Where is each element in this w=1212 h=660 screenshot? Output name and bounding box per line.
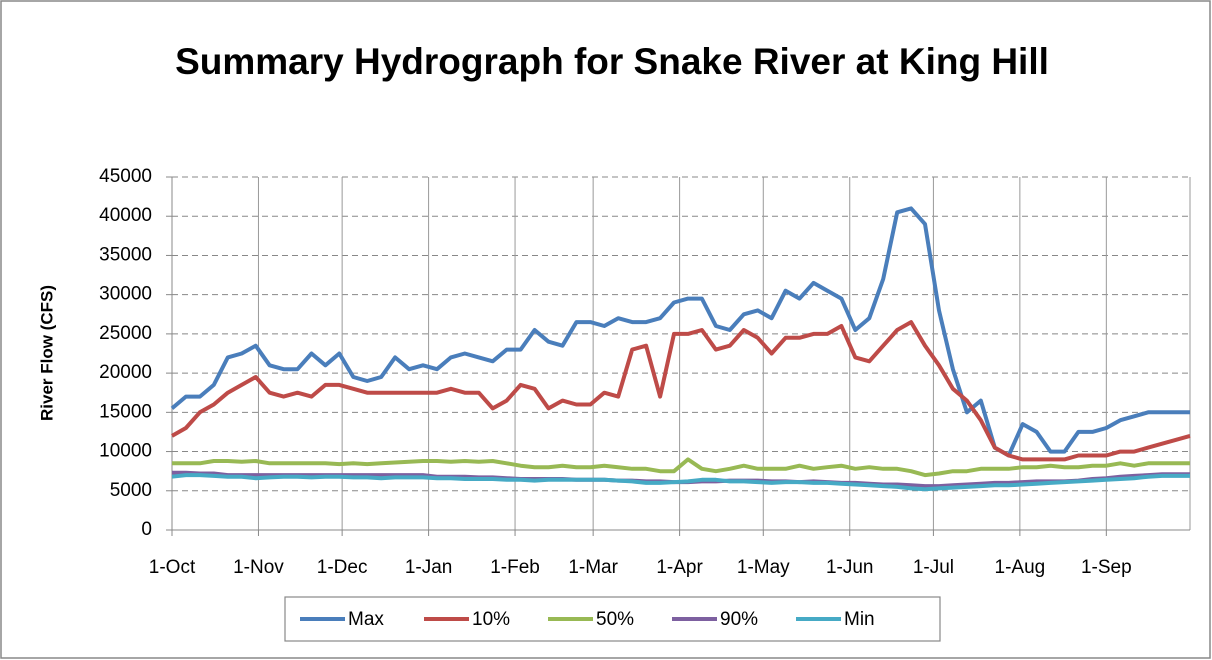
y-tick-label: 45000: [99, 166, 152, 187]
x-tick-label: 1-May: [737, 557, 790, 578]
legend-label: 10%: [472, 609, 510, 630]
x-tick-label: 1-Nov: [233, 557, 284, 578]
y-tick-label: 40000: [99, 205, 152, 226]
y-tick-label: 0: [141, 519, 152, 540]
x-tick-label: 1-Feb: [490, 557, 540, 578]
series-line: [171, 320, 1191, 462]
x-tick-label: 1-Apr: [656, 557, 703, 578]
x-tick-label: 1-Aug: [995, 557, 1046, 578]
legend-label: Max: [348, 609, 384, 630]
y-tick-label: 25000: [99, 323, 152, 344]
y-tick-label: 15000: [99, 401, 152, 422]
legend-label: Min: [844, 609, 875, 630]
legend-label: 50%: [596, 609, 634, 630]
x-tick-label: 1-Jun: [826, 557, 874, 578]
x-tick-label: 1-Oct: [149, 557, 196, 578]
x-tick-label: 1-Dec: [317, 557, 368, 578]
x-tick-label: 1-Jan: [405, 557, 453, 578]
y-axis-label: River Flow (CFS): [37, 285, 56, 421]
y-tick-label: 35000: [99, 244, 152, 265]
legend-label: 90%: [720, 609, 758, 630]
series-line: [171, 473, 1190, 492]
x-tick-label: 1-Jul: [913, 557, 954, 578]
x-tick-label: 1-Sep: [1081, 557, 1132, 578]
y-tick-label: 5000: [110, 480, 152, 501]
x-tick-label: 1-Mar: [568, 557, 618, 578]
chart-title: Summary Hydrograph for Snake River at Ki…: [175, 41, 1049, 82]
series-line: [170, 206, 1190, 458]
series-line: [172, 457, 1190, 478]
y-tick-label: 10000: [99, 441, 152, 462]
y-tick-label: 20000: [99, 362, 152, 383]
y-tick-label: 30000: [99, 284, 152, 305]
